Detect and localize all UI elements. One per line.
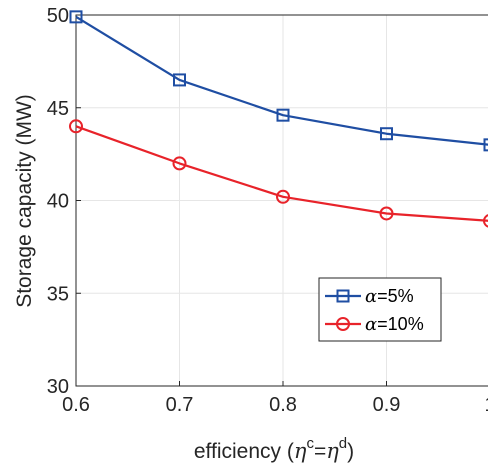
legend-marker-series-1 [336, 289, 350, 303]
legend: α=5% α=10% [318, 277, 442, 342]
x-tick-label: 0.6 [62, 394, 90, 416]
data-point-series-2 [172, 156, 187, 171]
y-tick-label: 40 [47, 191, 69, 213]
data-point-series-1 [380, 127, 393, 141]
data-point-series-1 [276, 108, 290, 122]
data-point-series-2 [483, 214, 488, 228]
y-tick-label: 35 [47, 283, 69, 305]
data-series [69, 10, 488, 228]
data-point-series-1 [69, 10, 83, 24]
y-tick-label: 30 [47, 376, 69, 398]
x-tick-label: 0.8 [269, 394, 297, 416]
legend-label-series-2: α=10% [365, 314, 424, 335]
y-tick-label: 45 [47, 98, 69, 120]
y-axis-label: Storage capacity (MW) [13, 94, 36, 308]
legend-marker-series-2 [336, 317, 350, 331]
series-line-2 [75, 125, 488, 222]
data-point-series-1 [173, 73, 186, 87]
data-point-series-2 [379, 206, 394, 221]
x-tick-label: 1 [484, 394, 488, 416]
x-tick-label: 0.7 [166, 394, 194, 416]
data-point-series-2 [69, 119, 83, 134]
y-tick-label: 50 [47, 5, 69, 27]
x-tick-label: 0.9 [373, 394, 401, 416]
legend-box [318, 277, 442, 342]
legend-label-series-1: α=5% [365, 286, 414, 307]
data-point-series-1 [483, 138, 488, 152]
axis-ticks: 0.6 0.7 0.8 0.9 1 30 35 40 45 50 [47, 5, 488, 416]
data-point-series-2 [276, 189, 290, 204]
x-axis-label: efficiency (ηc=ηd) [194, 435, 354, 463]
series-line-1 [75, 15, 488, 146]
